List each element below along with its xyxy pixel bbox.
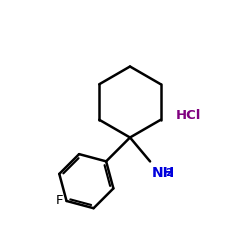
Text: HCl: HCl (176, 109, 201, 122)
Text: F: F (56, 194, 64, 207)
Text: 2: 2 (165, 168, 172, 178)
Text: NH: NH (152, 166, 175, 180)
